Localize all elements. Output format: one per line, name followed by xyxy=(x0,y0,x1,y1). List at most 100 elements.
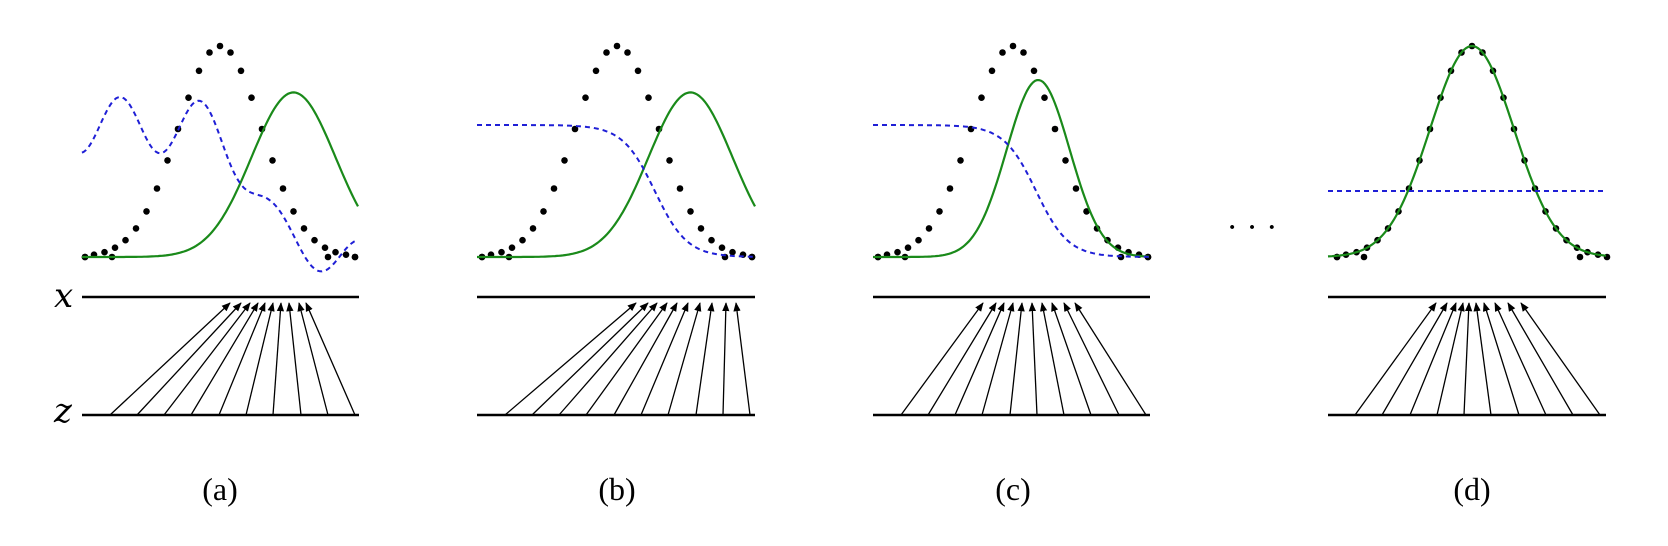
mapping-arrow xyxy=(1473,302,1492,416)
panel-d xyxy=(1327,42,1611,417)
data-dot xyxy=(132,225,140,232)
data-dot xyxy=(342,251,350,258)
mapping-arrow xyxy=(218,302,266,416)
data-dot xyxy=(164,157,171,164)
mapping-arrow xyxy=(272,302,285,416)
data-dot xyxy=(904,244,912,251)
discriminator-curve xyxy=(873,124,1149,258)
discriminator-curve xyxy=(477,124,755,258)
mapping-arrow xyxy=(286,302,302,416)
panel-label-d: (d) xyxy=(1453,471,1490,507)
mapping-arrow xyxy=(1009,302,1025,416)
z-axis-label: z xyxy=(53,391,73,431)
data-dot xyxy=(122,236,129,244)
data-dot xyxy=(676,185,684,192)
data-dot xyxy=(550,185,558,192)
data-dot xyxy=(1020,49,1027,56)
data-dot xyxy=(708,236,715,244)
mapping-arrow xyxy=(1520,302,1601,416)
data-dot xyxy=(666,157,673,164)
generator-curve xyxy=(873,79,1150,259)
generator-curve xyxy=(1327,44,1607,258)
mapping-arrow xyxy=(1051,302,1092,416)
generator-curve xyxy=(82,91,359,259)
x-axis-label: x xyxy=(54,276,73,316)
mapping-arrow xyxy=(1354,302,1437,416)
panel-b xyxy=(477,42,756,417)
data-dot xyxy=(645,94,652,101)
mapping-arrow xyxy=(1494,302,1547,416)
data-dot xyxy=(561,157,568,164)
mapping-arrow xyxy=(1381,302,1448,416)
data-dot xyxy=(529,225,537,232)
data-dot xyxy=(248,94,255,101)
mapping-arrow xyxy=(1436,302,1465,416)
panel-a xyxy=(81,42,359,417)
data-dot xyxy=(936,208,943,215)
data-dot xyxy=(1576,253,1584,261)
data-dot xyxy=(894,248,901,256)
mapping-arrow xyxy=(297,302,329,416)
mapping-arrow xyxy=(504,302,637,416)
generator-curve xyxy=(477,91,756,259)
data-dot xyxy=(290,208,297,215)
panel-label-b: (b) xyxy=(598,471,635,507)
data-dot xyxy=(957,157,964,164)
mapping-arrow xyxy=(1074,302,1147,416)
mapping-arrow xyxy=(981,302,1015,416)
ellipsis: · · · xyxy=(1227,209,1278,246)
data-dot xyxy=(311,236,318,244)
panel-label-c: (c) xyxy=(995,471,1031,507)
data-dot xyxy=(508,244,516,251)
mapping-arrow xyxy=(722,302,730,416)
mapping-arrow xyxy=(585,302,668,416)
data-dot xyxy=(321,244,329,251)
data-dot xyxy=(519,236,526,244)
mapping-arrow xyxy=(640,302,689,416)
mapping-arrow xyxy=(1040,302,1065,416)
data-dot xyxy=(613,42,621,50)
mapping-arrow xyxy=(667,302,702,416)
data-dot xyxy=(1360,253,1368,261)
data-dot xyxy=(332,248,339,256)
data-dot xyxy=(1051,125,1059,133)
data-dot xyxy=(582,94,589,101)
mapping-arrow xyxy=(1409,302,1457,416)
data-dot xyxy=(101,248,108,256)
data-dot xyxy=(111,244,119,251)
mapping-arrow xyxy=(1028,302,1038,416)
data-dot xyxy=(237,67,245,75)
data-dot xyxy=(351,253,359,261)
data-dot xyxy=(279,185,287,192)
data-dot xyxy=(540,208,547,215)
data-dot xyxy=(1030,67,1038,75)
mapping-arrow xyxy=(136,302,242,416)
mapping-arrow xyxy=(733,302,751,416)
data-dot xyxy=(185,94,192,101)
data-dot xyxy=(227,49,234,56)
mapping-arrow xyxy=(109,302,231,416)
data-dot xyxy=(592,67,600,75)
data-dot xyxy=(1009,42,1017,50)
data-dot xyxy=(729,248,736,256)
data-dot xyxy=(634,67,642,75)
data-dot xyxy=(206,49,213,56)
mapping-arrow xyxy=(927,302,997,416)
mapping-arrow xyxy=(613,302,678,416)
data-dot xyxy=(603,49,610,56)
mapping-arrow xyxy=(163,302,251,416)
mapping-arrow xyxy=(531,302,649,416)
data-dot xyxy=(300,225,308,232)
data-dot xyxy=(978,94,985,101)
data-dot xyxy=(624,49,631,56)
data-dot xyxy=(999,49,1006,56)
data-dot xyxy=(718,244,726,251)
data-dot xyxy=(269,157,276,164)
data-dot xyxy=(571,125,579,133)
data-dot xyxy=(697,225,705,232)
data-dot xyxy=(498,248,505,256)
mapping-arrow xyxy=(1482,302,1520,416)
panel-label-a: (a) xyxy=(202,471,238,507)
data-dot xyxy=(925,225,933,232)
data-dot xyxy=(1072,185,1080,192)
